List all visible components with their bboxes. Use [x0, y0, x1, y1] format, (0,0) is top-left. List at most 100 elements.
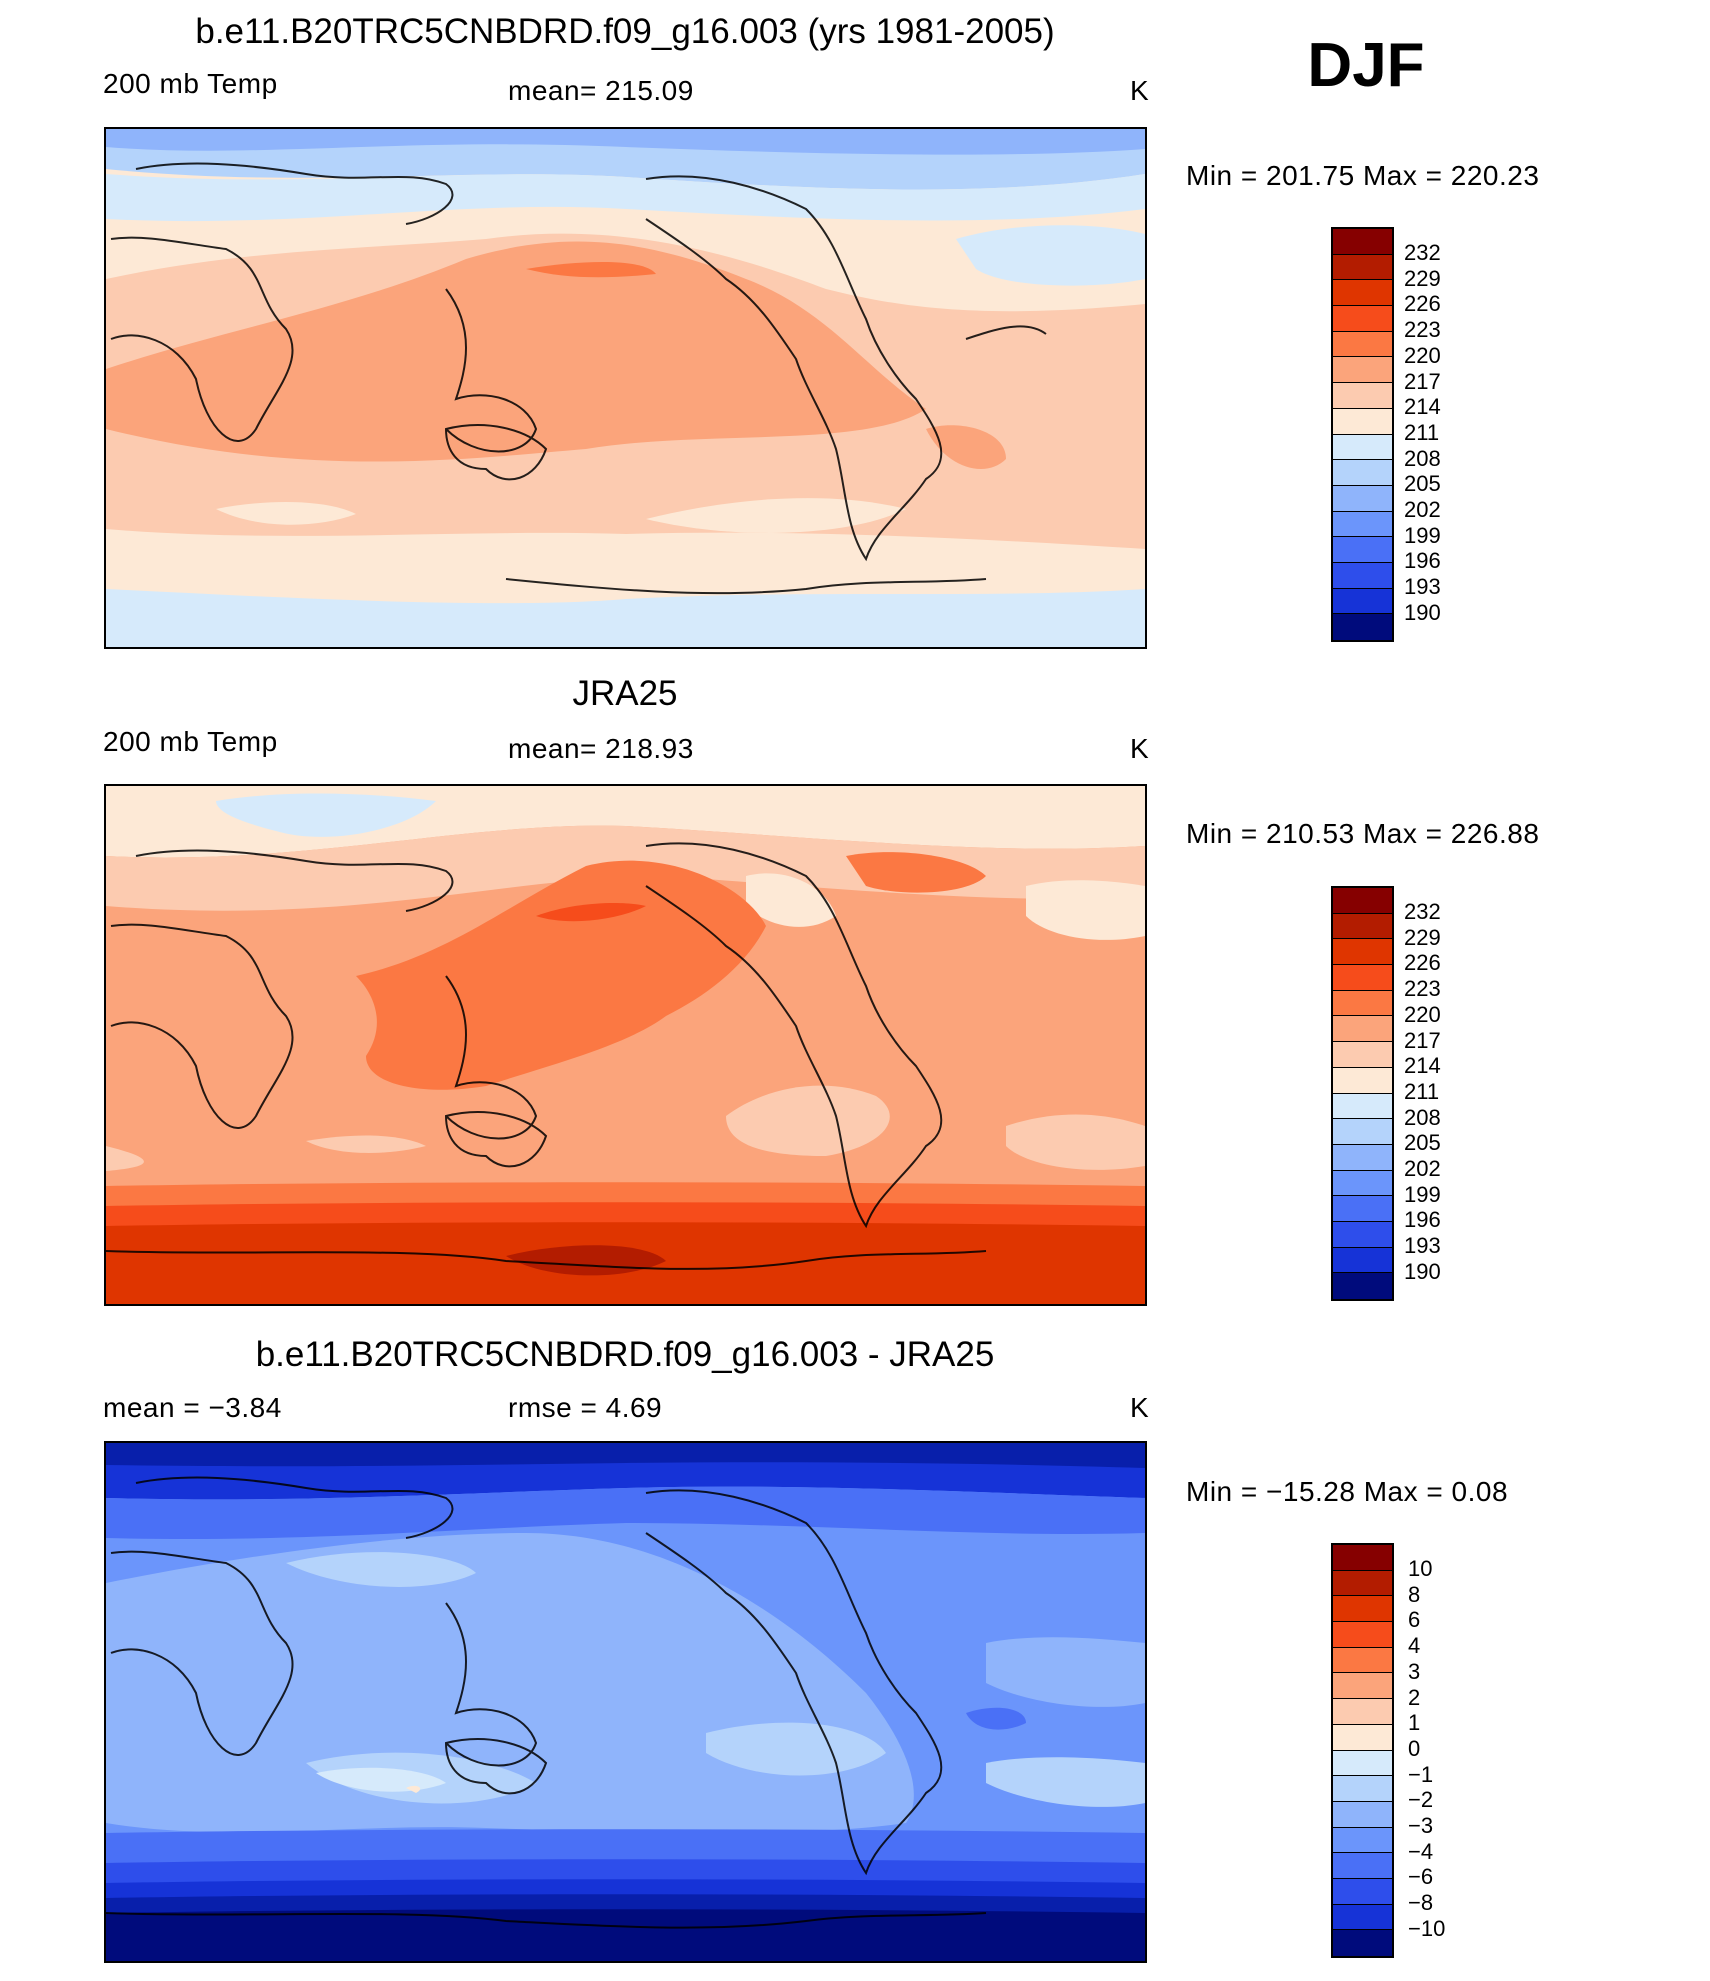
colorbar-label: 232 [1404, 240, 1441, 265]
season-label: DJF [1307, 31, 1425, 100]
colorbar-label: 190 [1404, 599, 1441, 625]
panel2-colorbar-cell [1333, 888, 1392, 914]
panel1-colorbar-cell [1333, 357, 1392, 384]
panel3-colorbar-cell [1333, 1647, 1392, 1674]
panel3-colorbar-cell [1333, 1904, 1392, 1931]
panel3-colorbar [1331, 1543, 1394, 1958]
panel2-colorbar-cell [1333, 939, 1392, 966]
panel3-rmse-label: rmse = 4.69 [508, 1392, 663, 1423]
colorbar-label: 220 [1404, 1001, 1441, 1027]
panel3-colorbar-cell [1333, 1776, 1392, 1802]
colorbar-label: 223 [1404, 976, 1441, 1002]
panel2-colorbar-cell [1333, 1119, 1392, 1145]
colorbar-label: 217 [1404, 368, 1441, 394]
panel1-colorbar-cell [1333, 485, 1392, 512]
panel3-mean-label: mean = −3.84 [103, 1392, 282, 1423]
panel3-colorbar-cell [1333, 1930, 1392, 1956]
colorbar-label: 220 [1404, 342, 1441, 368]
panel1-colorbar-cell [1333, 434, 1392, 461]
panel1-colorbar-cell [1333, 588, 1392, 615]
colorbar-label: −1 [1408, 1761, 1434, 1787]
panel3-map [104, 1441, 1147, 1963]
colorbar-label: −6 [1408, 1864, 1434, 1890]
panel3-colorbar-cell [1333, 1878, 1392, 1905]
panel2-colorbar-cell [1333, 1273, 1392, 1299]
panel3-colorbar-cell [1333, 1853, 1392, 1879]
panel2-colorbar-cell [1333, 1170, 1392, 1197]
colorbar-label: 208 [1404, 1104, 1441, 1130]
panel1-variable-label: 200 mb Temp [103, 68, 278, 99]
panel1-map [104, 127, 1147, 649]
colorbar-label: 193 [1404, 574, 1441, 600]
panel2-title: JRA25 [572, 674, 678, 713]
panel2-map [104, 784, 1147, 1306]
panel1-units-label: K [1130, 75, 1150, 106]
panel1-colorbar-cell [1333, 331, 1392, 358]
panel1-colorbar-cell [1333, 562, 1392, 589]
colorbar-label: 190 [1404, 1258, 1441, 1284]
panel3-colorbar-cell [1333, 1827, 1392, 1854]
panel1-colorbar-cell [1333, 229, 1392, 255]
colorbar-label: −2 [1408, 1787, 1434, 1813]
colorbar-label: 229 [1404, 265, 1441, 291]
panel1-colorbar-cell [1333, 306, 1392, 332]
colorbar-label: −8 [1408, 1890, 1434, 1916]
panel3-colorbar-cell [1333, 1622, 1392, 1648]
panel2-colorbar-cell [1333, 1016, 1392, 1043]
colorbar-label: 211 [1404, 1078, 1440, 1104]
colorbar-label: 193 [1404, 1233, 1441, 1259]
colorbar-label: 6 [1408, 1607, 1421, 1633]
colorbar-label: 196 [1404, 548, 1441, 574]
panel3-minmax: Min = −15.28 Max = 0.08 [1186, 1476, 1509, 1507]
panel1-colorbar-cell [1333, 511, 1392, 538]
panel2-mean-label: mean= 218.93 [508, 733, 694, 764]
panel3-colorbar-cell [1333, 1699, 1392, 1725]
colorbar-label: 226 [1404, 950, 1441, 976]
panel2-colorbar-cell [1333, 965, 1392, 991]
panel2-colorbar-cell [1333, 1247, 1392, 1274]
panel1-colorbar-cell [1333, 254, 1392, 281]
panel2-colorbar-cell [1333, 1093, 1392, 1120]
colorbar-label: 0 [1408, 1735, 1421, 1761]
colorbar-label: 4 [1408, 1633, 1421, 1659]
colorbar-label: 229 [1404, 924, 1441, 950]
panel2-colorbar-cell [1333, 1144, 1392, 1171]
panel1-map-field [106, 129, 1145, 647]
colorbar-label: 208 [1404, 445, 1441, 471]
panel3-colorbar-cell [1333, 1673, 1392, 1700]
colorbar-label: −3 [1408, 1813, 1434, 1838]
colorbar-label: 226 [1404, 291, 1441, 317]
panel2-map-field [106, 786, 1145, 1304]
colorbar-label: 10 [1408, 1556, 1433, 1581]
panel1-colorbar-cell [1333, 537, 1392, 563]
colorbar-label: 214 [1404, 394, 1441, 420]
panel2-colorbar-cell [1333, 1221, 1392, 1248]
panel1-colorbar-cell [1333, 614, 1392, 640]
panel2-colorbar-cell [1333, 1196, 1392, 1222]
colorbar-label: 2 [1408, 1684, 1421, 1710]
colorbar-label: 217 [1404, 1027, 1441, 1053]
colorbar-label: −10 [1408, 1915, 1446, 1941]
panel3-units-label: K [1130, 1392, 1150, 1423]
colorbar-label: 205 [1404, 1130, 1441, 1156]
colorbar-label: 211 [1404, 419, 1440, 445]
colorbar-label: 214 [1404, 1053, 1441, 1079]
panel2-colorbar [1331, 886, 1394, 1301]
panel2-colorbar-cell [1333, 1067, 1392, 1094]
panel2-colorbar-cell [1333, 990, 1392, 1017]
panel2-minmax: Min = 210.53 Max = 226.88 [1186, 818, 1540, 849]
panel3-colorbar-cell [1333, 1545, 1392, 1571]
colorbar-label: 199 [1404, 1181, 1441, 1207]
panel3-title: b.e11.B20TRC5CNBDRD.f09_g16.003 - JRA25 [255, 1335, 995, 1374]
panel3-colorbar-cell [1333, 1801, 1392, 1828]
panel2-variable-label: 200 mb Temp [103, 726, 278, 757]
panel3-colorbar-cell [1333, 1750, 1392, 1777]
panel1-colorbar-cell [1333, 408, 1392, 435]
colorbar-label: 196 [1404, 1207, 1441, 1233]
panel3-map-field [106, 1443, 1145, 1961]
panel2-colorbar-cell [1333, 913, 1392, 940]
panel1-mean-label: mean= 215.09 [508, 75, 694, 106]
colorbar-label: 3 [1408, 1658, 1421, 1684]
colorbar-label: 1 [1408, 1710, 1421, 1736]
colorbar-label: 8 [1408, 1581, 1421, 1607]
